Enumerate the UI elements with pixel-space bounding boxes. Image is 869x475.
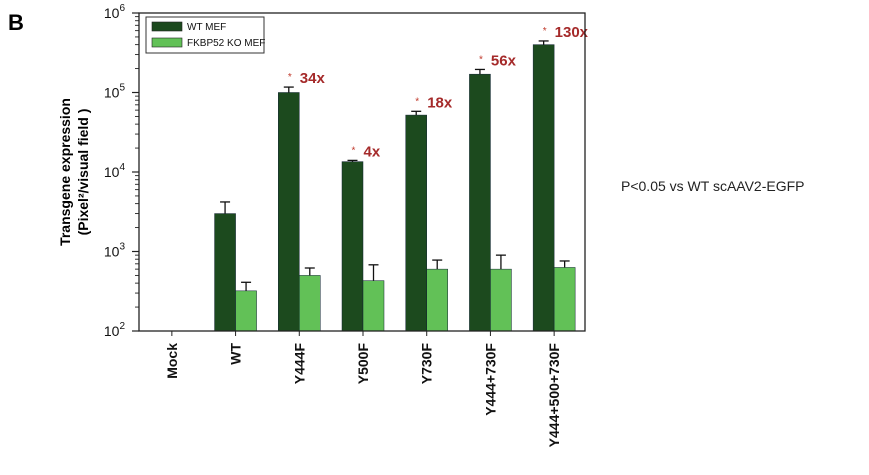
x-tick-label-y500f: Y500F [355,343,371,385]
bar-wt-mef-wt [214,213,236,332]
fold-change-label: 4x [364,143,381,160]
y-axis-title-line1: Transgene expression [57,98,73,246]
x-tick-label-y444f: Y444F [291,343,307,385]
panel-label: B [8,10,24,35]
bar-fkbp52-ko-mef-y444-500-730f [553,267,576,332]
fold-change-label: 18x [427,94,453,111]
legend-swatch-wt-mef [151,21,183,32]
x-tick-label-y730f: Y730F [419,343,435,385]
plot-frame [138,12,586,332]
legend-label-fkbp52-ko-mef: FKBP52 KO MEF [187,38,265,49]
x-tick-label-y444-500-730f: Y444+500+730F [546,343,562,448]
y-axis-title-line2: (Pixel²/visual field ) [75,109,91,236]
bar-wt-mef-y444-730f [469,73,491,332]
bar-wt-mef-y444f [278,92,300,332]
bar-fkbp52-ko-mef-y500f [362,280,385,332]
fold-change-label: 34x [300,70,326,87]
y-tick-label: 103 [104,242,126,260]
legend-swatch-fkbp52-ko-mef [151,37,183,48]
bar-fkbp52-ko-mef-y444f [299,275,321,332]
bar-fkbp52-ko-mef-y730f [426,268,448,332]
significance-star: * [415,96,419,107]
plot-area: 102 103 104 105 106 Mock WT Y444F Y500F Y730F Y444… [104,3,589,447]
y-tick-label: 104 [104,162,126,180]
y-tick-label: 102 [104,321,126,339]
bar-fkbp52-ko-mef-y444-730f [490,268,512,332]
fold-change-label: 56x [491,52,517,69]
significance-star: * [543,26,547,37]
x-tick-label-wt: WT [228,343,244,365]
significance-star: * [288,72,292,83]
significance-note: P<0.05 vs WT scAAV2-EGFP [621,178,805,194]
y-tick-label: 106 [104,3,126,21]
legend-label-wt-mef: WT MEF [187,22,226,33]
bar-wt-mef-y500f [341,161,364,332]
bar-wt-mef-y444-500-730f [532,44,555,332]
x-tick-label-y444-730f: Y444+730F [482,343,498,416]
y-tick-label: 105 [104,83,126,101]
bar-wt-mef-y730f [405,114,427,332]
significance-star: * [352,145,356,156]
legend: WT MEF FKBP52 KO MEF [145,16,265,54]
significance-star: * [479,54,483,65]
bar-fkbp52-ko-mef-wt [235,290,257,332]
x-tick-label-mock: Mock [164,343,180,379]
fold-change-label: 130x [555,24,589,41]
